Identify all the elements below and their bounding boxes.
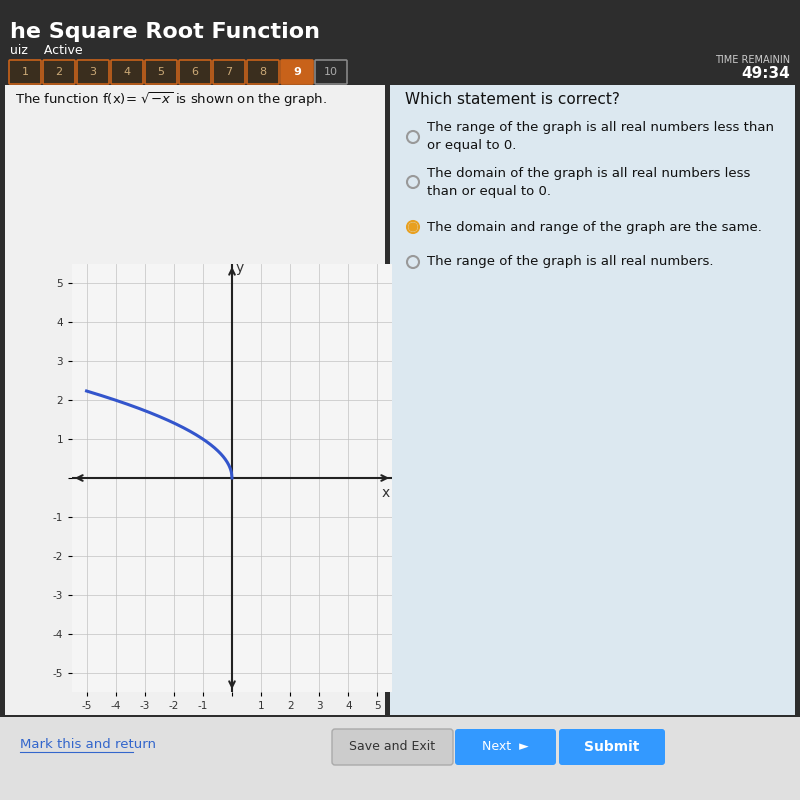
Circle shape — [409, 223, 417, 231]
Text: TIME REMAININ: TIME REMAININ — [715, 55, 790, 65]
FancyBboxPatch shape — [213, 60, 245, 84]
FancyBboxPatch shape — [390, 85, 795, 715]
Text: The function f(x)= $\sqrt{-x}$ is shown on the graph.: The function f(x)= $\sqrt{-x}$ is shown … — [15, 90, 327, 110]
Text: Mark this and return: Mark this and return — [20, 738, 156, 751]
Text: uiz    Active: uiz Active — [10, 43, 82, 57]
Text: 10: 10 — [324, 67, 338, 77]
FancyBboxPatch shape — [43, 60, 75, 84]
FancyBboxPatch shape — [111, 60, 143, 84]
Text: Submit: Submit — [584, 740, 640, 754]
Text: x: x — [382, 486, 390, 501]
Text: 2: 2 — [55, 67, 62, 77]
FancyBboxPatch shape — [332, 729, 453, 765]
FancyBboxPatch shape — [9, 60, 41, 84]
FancyBboxPatch shape — [559, 729, 665, 765]
FancyBboxPatch shape — [455, 729, 556, 765]
Text: 5: 5 — [158, 67, 165, 77]
Text: 4: 4 — [123, 67, 130, 77]
Text: Next  ►: Next ► — [482, 741, 528, 754]
Text: 7: 7 — [226, 67, 233, 77]
Text: The range of the graph is all real numbers.: The range of the graph is all real numbe… — [427, 255, 714, 269]
Text: 8: 8 — [259, 67, 266, 77]
Text: Save and Exit: Save and Exit — [349, 741, 435, 754]
Text: he Square Root Function: he Square Root Function — [10, 22, 320, 42]
FancyBboxPatch shape — [0, 717, 800, 800]
Text: 6: 6 — [191, 67, 198, 77]
Text: The range of the graph is all real numbers less than
or equal to 0.: The range of the graph is all real numbe… — [427, 122, 774, 153]
FancyBboxPatch shape — [281, 60, 313, 84]
Text: 3: 3 — [90, 67, 97, 77]
Text: 9: 9 — [293, 67, 301, 77]
FancyBboxPatch shape — [247, 60, 279, 84]
Text: 1: 1 — [22, 67, 29, 77]
Text: 49:34: 49:34 — [742, 66, 790, 82]
FancyBboxPatch shape — [145, 60, 177, 84]
Text: The domain and range of the graph are the same.: The domain and range of the graph are th… — [427, 221, 762, 234]
Text: The domain of the graph is all real numbers less
than or equal to 0.: The domain of the graph is all real numb… — [427, 166, 750, 198]
FancyBboxPatch shape — [5, 85, 385, 715]
FancyBboxPatch shape — [179, 60, 211, 84]
Text: y: y — [235, 261, 243, 274]
Text: Which statement is correct?: Which statement is correct? — [405, 93, 620, 107]
FancyBboxPatch shape — [77, 60, 109, 84]
